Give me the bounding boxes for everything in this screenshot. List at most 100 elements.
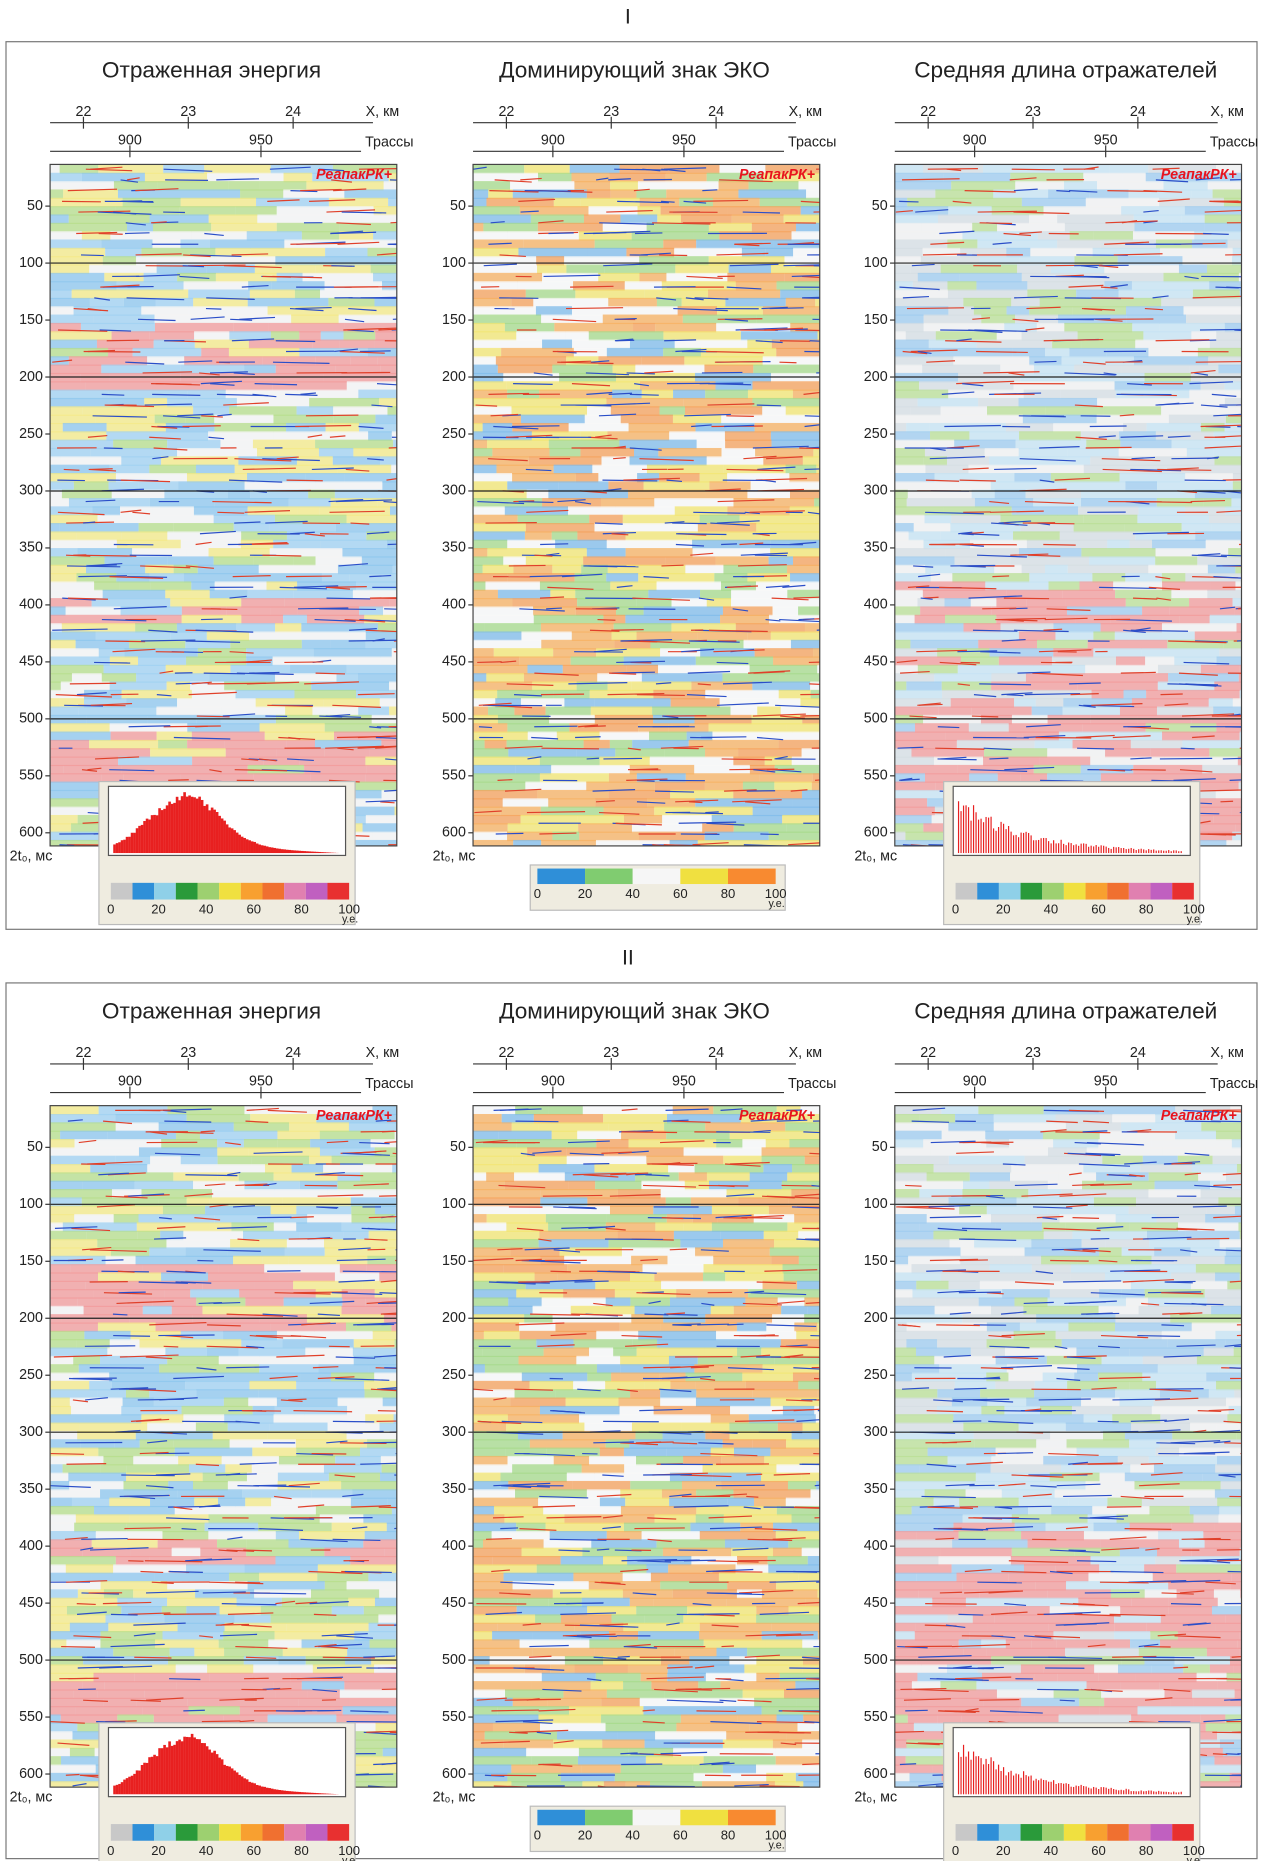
attribute-patch [796, 223, 851, 233]
reflector [391, 1668, 440, 1670]
histogram-bar [211, 1753, 214, 1795]
attribute-patch [320, 1514, 364, 1524]
attribute-patch [705, 390, 748, 400]
attribute-patch [577, 1131, 621, 1141]
attribute-patch [534, 615, 604, 625]
attribute-patch [273, 540, 321, 550]
attribute-patch [38, 1439, 80, 1449]
reflector [701, 737, 746, 738]
attribute-patch [391, 1322, 445, 1332]
attribute-patch [883, 590, 923, 600]
attribute-patch [344, 1681, 368, 1691]
attribute-patch [1162, 631, 1195, 641]
histogram-bar [326, 852, 329, 853]
attribute-patch [716, 1139, 742, 1149]
attribute-patch [354, 1339, 395, 1349]
histogram-bar [1081, 844, 1082, 853]
histogram-bar [298, 851, 301, 853]
histogram-bar [153, 1755, 156, 1795]
reflector [392, 328, 442, 330]
attribute-patch [108, 290, 189, 300]
attribute-patch [233, 1256, 262, 1266]
attribute-patch [969, 723, 1009, 733]
attribute-patch [83, 406, 149, 416]
attribute-patch [883, 673, 934, 683]
attribute-patch [817, 665, 866, 675]
attribute-patch [1241, 765, 1263, 775]
histogram-bar [228, 1767, 231, 1795]
attribute-patch [38, 1689, 73, 1699]
histogram-bar [183, 792, 186, 853]
reflector [1056, 319, 1110, 320]
attribute-patch [38, 173, 82, 183]
attribute-patch [259, 1364, 318, 1374]
attribute-patch [109, 373, 180, 383]
attribute-patch [813, 581, 875, 591]
attribute-patch [816, 1414, 892, 1424]
attribute-patch [909, 531, 941, 541]
attribute-patch [175, 1448, 253, 1458]
attribute-patch [639, 832, 705, 842]
reflector [812, 319, 866, 321]
attribute-patch [914, 523, 951, 533]
attribute-patch [38, 1364, 79, 1374]
histogram-bar [193, 797, 196, 853]
attribute-patch [461, 365, 498, 375]
attribute-patch [1151, 381, 1200, 391]
attribute-patch [539, 1122, 609, 1132]
attribute-patch [772, 1314, 804, 1324]
attribute-patch [674, 1231, 720, 1241]
reflector [705, 812, 718, 813]
attribute-patch [38, 1514, 76, 1524]
attribute-patch [461, 1464, 512, 1474]
histogram-bar [983, 822, 984, 853]
attribute-patch [276, 1531, 299, 1541]
attribute-patch [244, 573, 321, 583]
histogram-bar [1058, 843, 1059, 853]
reflector [396, 1454, 436, 1456]
attribute-patch [38, 1423, 79, 1433]
attribute-patch [461, 690, 497, 700]
attribute-patch [778, 1423, 803, 1433]
attribute-patch [663, 239, 696, 249]
attribute-patch [1013, 465, 1084, 475]
attribute-patch [94, 1673, 135, 1683]
attribute-patch [116, 1156, 150, 1166]
attribute-patch [536, 256, 564, 266]
reflector [721, 544, 737, 545]
attribute-patch [486, 198, 553, 208]
attribute-patch [508, 748, 576, 758]
attribute-patch [178, 1623, 225, 1633]
attribute-patch [595, 798, 647, 808]
histogram-bar [318, 852, 321, 853]
attribute-patch [116, 1122, 159, 1132]
attribute-patch [662, 281, 736, 291]
attribute-patch [183, 1414, 224, 1424]
attribute-patch [515, 1106, 549, 1116]
attribute-patch [660, 648, 700, 658]
attribute-patch [501, 348, 574, 358]
colorbar-tick-label: 20 [578, 886, 593, 901]
histogram-bar [233, 830, 236, 853]
reflector [394, 1624, 437, 1626]
attribute-patch [170, 631, 207, 641]
histogram-bar [1005, 829, 1006, 853]
attribute-patch [609, 1122, 664, 1132]
attribute-patch [60, 1131, 108, 1141]
attribute-patch [1022, 273, 1093, 283]
attribute-patch [461, 1289, 516, 1299]
attribute-patch [631, 1314, 663, 1324]
histogram-bar [166, 805, 169, 853]
histogram-bar [256, 1785, 259, 1794]
attribute-patch [312, 1489, 353, 1499]
attribute-patch [283, 1648, 347, 1658]
attribute-patch [461, 1373, 522, 1383]
reflector [164, 1346, 179, 1347]
attribute-patch [215, 423, 287, 433]
attribute-patch [217, 1539, 247, 1549]
histogram-bar [133, 833, 136, 853]
reflector [387, 1121, 430, 1122]
reflector [1200, 329, 1254, 330]
attribute-patch [770, 1247, 843, 1257]
attribute-patch [79, 707, 157, 717]
